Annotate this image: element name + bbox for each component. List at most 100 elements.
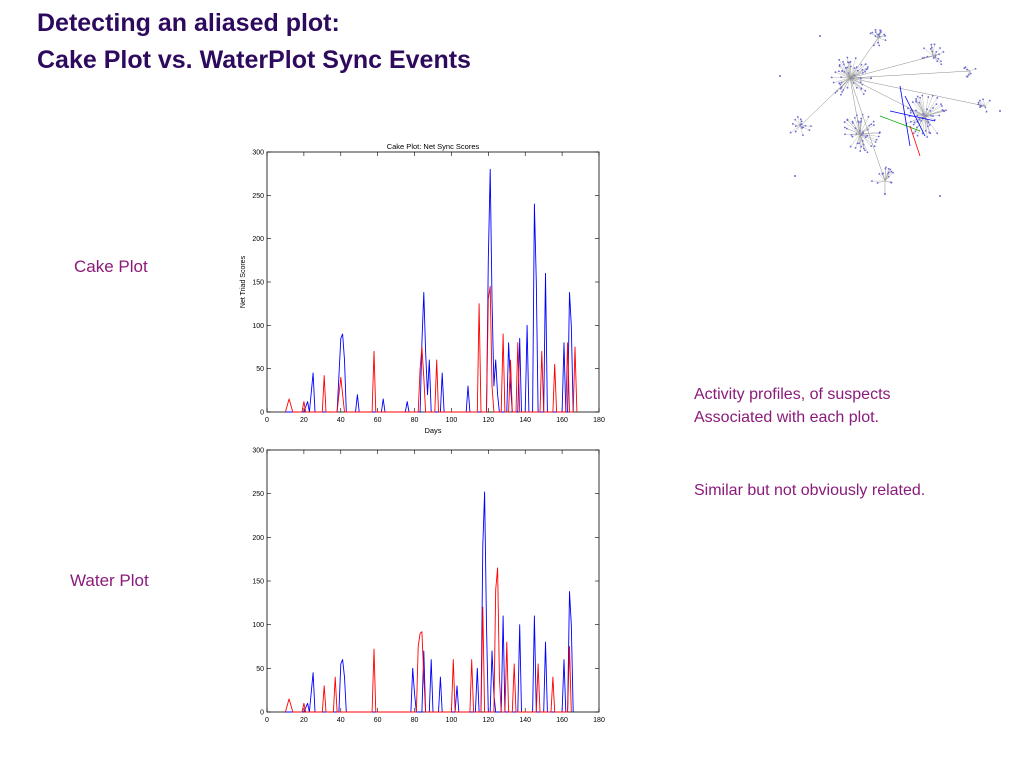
y-tick-label: 250 bbox=[252, 193, 264, 200]
network-node bbox=[879, 31, 882, 34]
network-node bbox=[859, 81, 862, 84]
network-edge bbox=[919, 97, 926, 117]
network-edge bbox=[849, 77, 926, 117]
water-plot-chart: 0 20 40 60 80 100 120 140 160 180 0 50 100 150 200 250 3… bbox=[252, 448, 605, 725]
network-node bbox=[930, 114, 932, 117]
network-node bbox=[980, 105, 982, 107]
network-edge bbox=[875, 31, 879, 39]
y-tick-label: 150 bbox=[252, 579, 264, 586]
network-node bbox=[935, 103, 938, 106]
network-node bbox=[838, 65, 841, 68]
network-edge bbox=[877, 32, 882, 39]
network-node bbox=[850, 134, 853, 136]
x-axis-label: Days bbox=[424, 426, 441, 435]
y-tick-label: 0 bbox=[260, 410, 264, 417]
network-node bbox=[963, 67, 966, 70]
network-edge bbox=[831, 77, 851, 79]
network-graph-drawing bbox=[779, 28, 1001, 197]
slide-title-line-2: Cake Plot vs. WaterPlot Sync Events bbox=[37, 46, 471, 74]
network-node bbox=[799, 118, 802, 121]
network-node bbox=[832, 81, 835, 84]
network-edge bbox=[842, 70, 851, 79]
network-edge bbox=[877, 37, 880, 46]
network-node bbox=[856, 114, 858, 117]
x-tick-label: 60 bbox=[374, 717, 382, 724]
network-node bbox=[854, 57, 857, 60]
network-node bbox=[932, 106, 934, 109]
network-edge bbox=[922, 95, 926, 117]
network-node bbox=[887, 171, 890, 174]
network-edge bbox=[849, 77, 986, 107]
network-node bbox=[926, 125, 929, 128]
network-edge bbox=[795, 119, 801, 127]
network-node bbox=[871, 31, 874, 34]
network-node bbox=[945, 109, 947, 112]
network-node bbox=[938, 53, 940, 56]
x-tick-label: 100 bbox=[446, 417, 458, 424]
network-node bbox=[915, 97, 917, 100]
network-node bbox=[846, 86, 849, 89]
network-node bbox=[938, 114, 941, 117]
network-node bbox=[860, 134, 863, 136]
chart-title: Cake Plot: Net Sync Scores bbox=[387, 142, 480, 151]
network-edge bbox=[922, 55, 934, 59]
network-node bbox=[861, 71, 864, 74]
network-node bbox=[870, 145, 873, 148]
network-edge bbox=[924, 105, 943, 117]
network-node bbox=[870, 123, 873, 126]
network-node bbox=[794, 118, 797, 121]
x-tick-label: 0 bbox=[265, 717, 269, 724]
network-node bbox=[982, 98, 984, 101]
network-node bbox=[940, 63, 943, 66]
network-node bbox=[985, 110, 988, 113]
series-line-2 bbox=[284, 567, 572, 713]
network-edge bbox=[859, 133, 877, 140]
network-node bbox=[874, 35, 877, 38]
network-edge bbox=[884, 167, 887, 182]
network-node bbox=[873, 145, 876, 148]
network-edge bbox=[930, 48, 934, 57]
network-node bbox=[862, 93, 865, 95]
network-node bbox=[940, 60, 942, 63]
network-edge bbox=[924, 95, 933, 117]
network-edge bbox=[966, 70, 971, 77]
network-node bbox=[861, 68, 864, 71]
network-node bbox=[933, 43, 936, 46]
network-edge bbox=[978, 102, 986, 107]
network-edge bbox=[843, 77, 851, 91]
network-edge bbox=[849, 64, 862, 79]
network-node bbox=[909, 109, 912, 112]
network-node bbox=[842, 61, 844, 63]
network-edge bbox=[856, 115, 861, 135]
x-tick-label: 0 bbox=[265, 417, 269, 424]
network-node bbox=[923, 47, 925, 50]
network-edge bbox=[849, 70, 858, 79]
network-highlight-edge bbox=[909, 125, 921, 157]
x-tick-label: 140 bbox=[519, 717, 531, 724]
network-edge bbox=[984, 105, 987, 112]
network-edge bbox=[873, 37, 879, 46]
network-edge bbox=[849, 55, 934, 79]
network-node bbox=[928, 124, 931, 126]
network-node bbox=[909, 111, 912, 114]
network-node bbox=[846, 56, 849, 59]
network-edge bbox=[849, 69, 867, 79]
network-node bbox=[800, 120, 803, 123]
network-edge bbox=[915, 110, 926, 117]
network-node bbox=[839, 87, 842, 90]
network-node bbox=[890, 170, 893, 173]
network-node bbox=[858, 142, 860, 145]
network-edge bbox=[847, 120, 861, 135]
network-node bbox=[969, 72, 972, 75]
network-edge bbox=[924, 109, 928, 117]
network-node bbox=[860, 87, 863, 90]
network-edge bbox=[910, 112, 926, 117]
network-node bbox=[978, 99, 981, 102]
network-edge bbox=[882, 173, 886, 182]
network-edge bbox=[799, 77, 851, 127]
network-node bbox=[870, 77, 872, 80]
network-node bbox=[926, 108, 929, 111]
network-node bbox=[862, 132, 864, 135]
network-edge bbox=[799, 125, 804, 136]
network-node bbox=[876, 182, 879, 184]
